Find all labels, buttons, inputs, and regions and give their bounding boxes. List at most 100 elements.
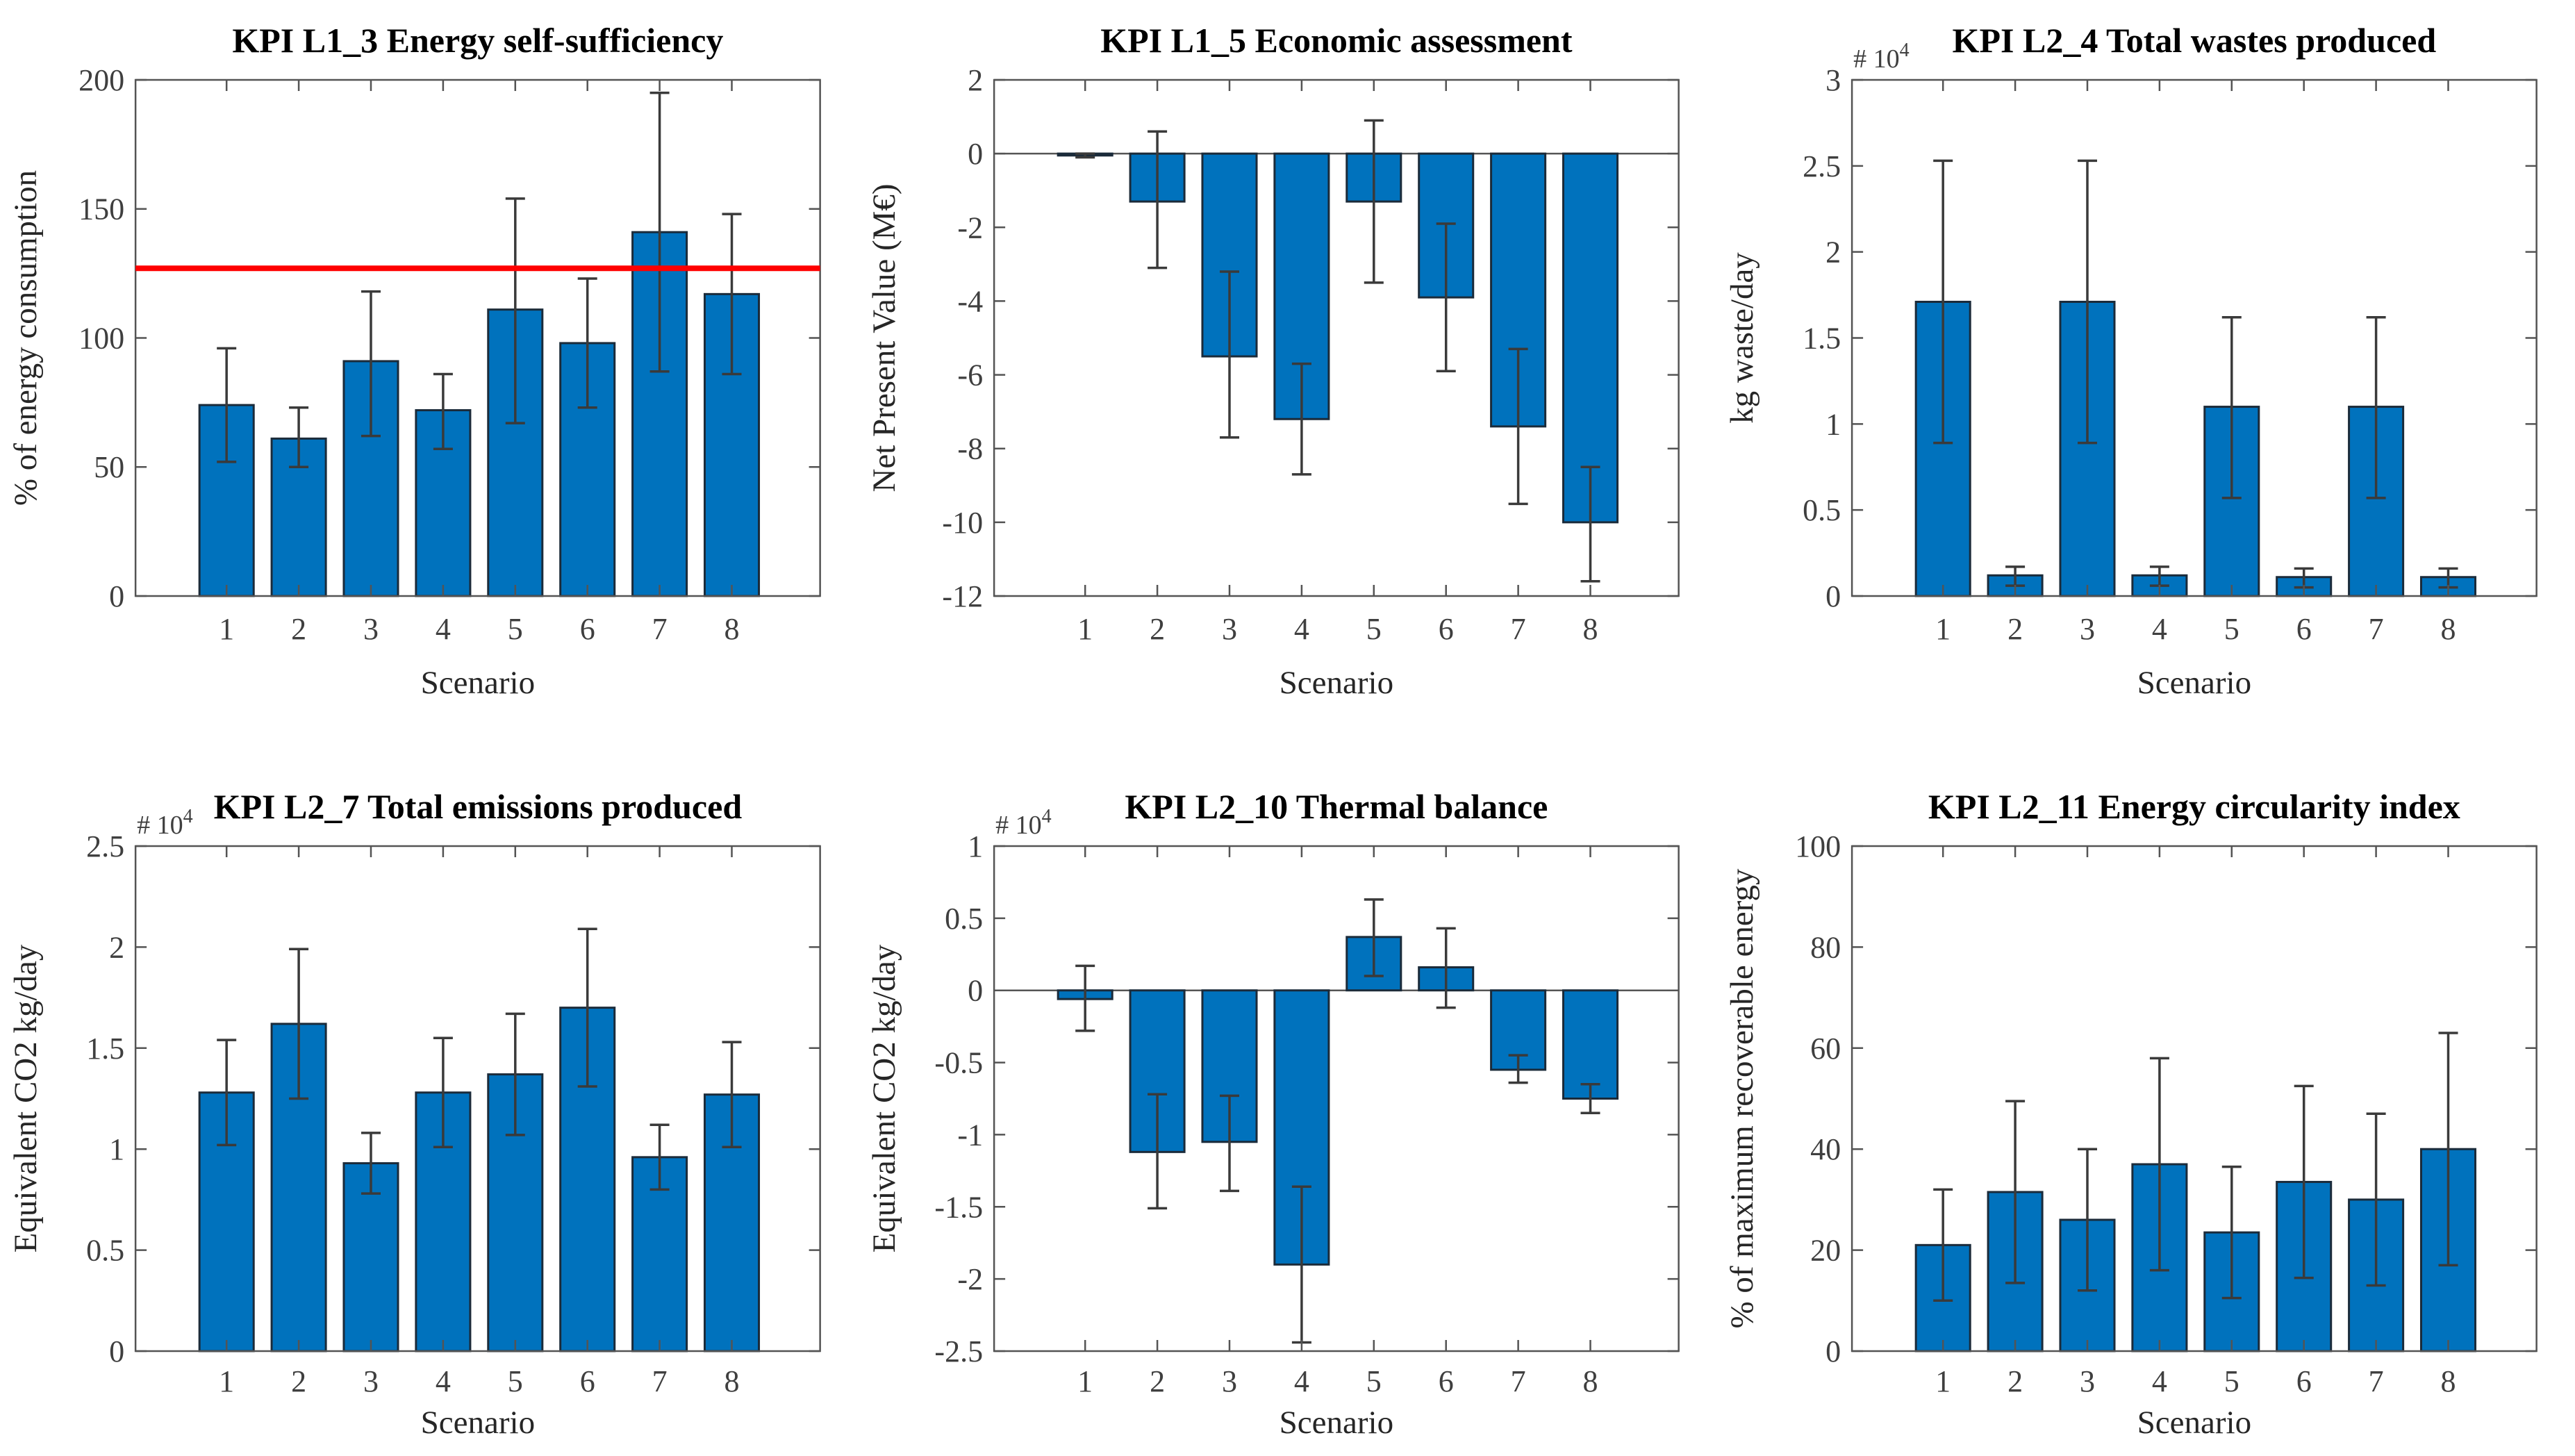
chart-kpi-l2-7-total-emissions-produced: 0 0.5 1 1.5 2 2.5 1 2 3 4 5 6 7 8 KPI L2_7 Total emiss… [0,728,859,1456]
chart-kpi-l1-5-economic-assessment: -12 -10 -8 -6 -4 -2 0 2 1 2 3 4 5 6 7 8 KPI L1_5 Economi… [859,0,1717,728]
x-tick-label: 2 [1150,612,1165,646]
x-axis-label: Scenario [1279,665,1393,701]
bars-group [198,231,761,597]
exponent-power: 4 [1900,40,1910,61]
x-tick-label: 8 [2441,1364,2456,1398]
chart-kpi-l2-10-svg: -2.5 -2 -1.5 -1 -0.5 0 0.5 1 1 2 3 4 5 6 7 8 KPI L2_10 T… [866,787,1680,1441]
x-tick-label: 6 [580,1364,595,1398]
x-tick-label: 2 [2007,612,2023,646]
x-tick-label: 3 [363,612,379,646]
bars-group [198,1007,761,1352]
x-tick-label: 2 [291,612,306,646]
x-tick-label: 8 [725,1364,740,1398]
y-tick-label: 0.5 [86,1234,124,1268]
x-tick-label: 4 [436,612,451,646]
x-axis-label: Scenario [2137,665,2251,701]
chart-kpi-l2-11-energy-circularity-index: 0 20 40 60 80 100 1 2 3 4 5 6 7 8 KPI L2_11 Energy cir… [1716,728,2575,1456]
x-tick-label: 1 [1936,612,1951,646]
chart-kpi-l2-7-svg: 0 0.5 1 1.5 2 2.5 1 2 3 4 5 6 7 8 KPI L2_7 Total emiss… [8,787,821,1441]
chart-title: KPI L1_5 Economic assessment [1100,21,1573,60]
x-tick-label: 7 [1510,612,1525,646]
y-tick-label: -10 [942,506,983,540]
x-axis-label: Scenario [421,1405,535,1441]
x-tick-label: 4 [1294,1364,1309,1398]
x-tick-label: 3 [1222,1364,1237,1398]
x-tick-label: 4 [436,1364,451,1398]
x-tick-label: 5 [1366,612,1381,646]
x-tick-label: 6 [580,612,595,646]
x-axis-label: Scenario [2137,1405,2251,1441]
x-tick-label: 3 [2080,612,2095,646]
x-tick-label: 6 [1438,612,1453,646]
x-tick-label: 5 [508,1364,523,1398]
bar [1562,152,1618,524]
y-tick-label: 2.5 [1803,149,1841,183]
y-tick-label: -4 [957,284,983,318]
y-tick-label: -8 [957,432,983,466]
chart-kpi-l1-3-energy-self-sufficiency: 0 50 100 150 200 1 2 3 4 5 6 7 8 KPI L1_3 Energy self… [0,0,859,728]
exponent-power: 4 [1041,806,1051,827]
exponent-base: # 10 [1853,44,1900,74]
x-tick-label: 5 [1366,1364,1381,1398]
y-tick-label: -1 [957,1118,983,1152]
y-tick-label: 0.5 [1803,493,1841,527]
chart-kpi-l1-3-svg: 0 50 100 150 200 1 2 3 4 5 6 7 8 KPI L1_3 Energy self… [8,21,821,701]
axis-frame [993,78,1680,597]
y-tick-label: 50 [94,450,124,484]
x-axis-label: Scenario [1279,1405,1393,1441]
y-tick-label: -2.5 [934,1334,983,1368]
x-tick-label: 3 [2080,1364,2095,1398]
chart-title: KPI L2_10 Thermal balance [1125,787,1548,826]
x-tick-label: 3 [363,1364,379,1398]
y-tick-label: -2 [957,210,983,245]
y-tick-label: -0.5 [934,1046,983,1080]
y-tick-label: 2 [1825,235,1841,270]
x-tick-label: 5 [508,612,523,646]
x-tick-label: 1 [219,1364,234,1398]
y-axis-label: Net Present Value (M€) [866,183,902,492]
bars-group [1914,300,2477,597]
x-tick-label: 8 [1582,1364,1598,1398]
x-tick-label: 1 [1077,1364,1093,1398]
error-bars-group [1075,119,1600,583]
exponent-label: # 104 [995,806,1052,840]
exponent-label: # 104 [1853,40,1910,74]
x-tick-label: 3 [1222,612,1237,646]
bars-group [1057,152,1618,524]
x-tick-label: 7 [1510,1364,1525,1398]
x-tick-label: 8 [1582,612,1598,646]
x-tick-label: 1 [219,612,234,646]
x-tick-label: 6 [2296,1364,2312,1398]
axis-frame [134,845,821,1352]
exponent-base: # 10 [995,811,1042,840]
y-tick-label: 1.5 [1803,322,1841,356]
chart-kpi-l1-5-svg: -12 -10 -8 -6 -4 -2 0 2 1 2 3 4 5 6 7 8 KPI L1_5 Economi… [866,21,1680,701]
error-bars-group [1933,159,2458,589]
y-axis-label: kg waste/day [1724,252,1760,424]
bars-group [1914,1148,2477,1352]
x-tick-label: 4 [2152,612,2167,646]
x-tick-label: 2 [1150,1364,1165,1398]
y-tick-label: 0 [109,579,124,613]
error-bars-group [1933,1032,2458,1302]
y-axis-label: Equivalent CO2 kg/day [8,944,44,1252]
y-tick-label: 60 [1810,1032,1841,1066]
y-tick-label: -1.5 [934,1190,983,1224]
x-tick-label: 5 [2224,1364,2239,1398]
y-tick-label: 2 [109,930,124,964]
error-bars-group [217,91,742,468]
x-tick-label: 2 [291,1364,306,1398]
error-bars-group [1075,898,1600,1344]
x-tick-label: 7 [652,1364,668,1398]
y-tick-label: 200 [78,63,124,97]
chart-kpi-l2-4-svg: 0 0.5 1 1.5 2 2.5 3 1 2 3 4 5 6 7 8 KPI L2_4 Total wast… [1724,21,2538,701]
y-axis-label: % of maximum recoverable energy [1724,868,1760,1328]
y-tick-label: 1 [109,1132,124,1166]
chart-kpi-l2-10-thermal-balance: -2.5 -2 -1.5 -1 -0.5 0 0.5 1 1 2 3 4 5 6 7 8 KPI L2_10 T… [859,728,1717,1456]
y-tick-label: 0 [109,1334,124,1368]
y-tick-label: 1 [1825,407,1841,441]
y-tick-label: 2 [968,63,983,97]
y-tick-label: 40 [1810,1132,1841,1166]
bars-group [1057,936,1618,1266]
